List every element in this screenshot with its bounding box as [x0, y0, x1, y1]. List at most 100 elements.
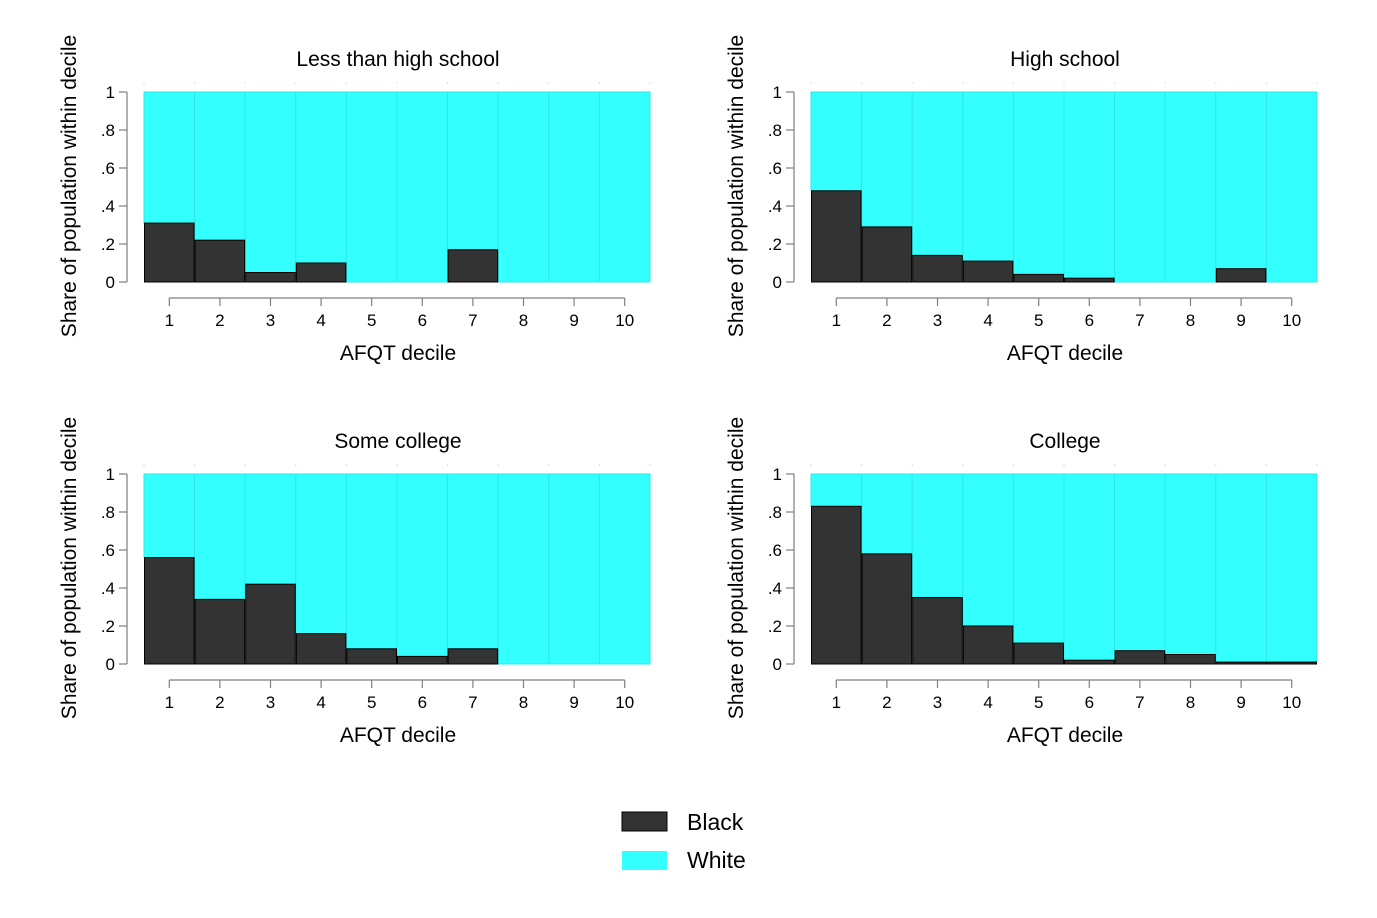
y-axis-label: Share of population within decile: [725, 35, 748, 337]
x-tick-label: 4: [316, 311, 325, 330]
panel-2: 0 .2 .4 .6 .8 1 1 2 3 4 5 6 7 8 9 10 High school AFQT dec…: [725, 35, 1318, 365]
x-tick-label: 6: [418, 693, 427, 712]
bar-white: [911, 473, 964, 598]
bar-black: [295, 633, 347, 665]
x-tick-label: 6: [1085, 693, 1094, 712]
x-tick-label: 7: [1135, 311, 1144, 330]
y-tick-label: 1: [773, 83, 782, 102]
bar-black: [1013, 642, 1065, 665]
legend-swatch-black: [621, 811, 668, 832]
bar-black: [144, 557, 195, 665]
bar-black: [1215, 268, 1267, 283]
bar-white: [1265, 473, 1318, 663]
x-tick-label: 8: [1186, 311, 1195, 330]
y-tick-label: .8: [101, 503, 115, 522]
x-tick-label: 5: [1034, 693, 1043, 712]
panel-title: Less than high school: [296, 48, 499, 71]
x-tick-label: 10: [615, 693, 634, 712]
bar-black: [912, 254, 963, 283]
x-tick-label: 3: [266, 311, 275, 330]
y-tick-label: .4: [768, 197, 782, 216]
y-tick-label: .2: [101, 617, 115, 636]
bar-black: [912, 597, 963, 665]
bar-black: [144, 222, 195, 283]
x-axis-label: AFQT decile: [340, 724, 456, 747]
y-axis-label: Share of population within decile: [58, 35, 81, 337]
bar-white: [1012, 91, 1065, 275]
panel-title: Some college: [334, 430, 461, 453]
bar-white: [962, 473, 1014, 627]
bar-white: [861, 91, 913, 228]
x-tick-label: 8: [519, 693, 528, 712]
legend-swatch-white: [622, 851, 667, 870]
y-tick-label: 0: [106, 273, 115, 292]
bar-white: [143, 91, 196, 224]
bar-white: [962, 91, 1014, 262]
legend-label-white: White: [687, 847, 746, 873]
y-tick-label: 1: [773, 465, 782, 484]
bar-black: [346, 648, 397, 665]
bar-black: [245, 583, 296, 665]
x-tick-label: 7: [468, 693, 477, 712]
x-tick-label: 10: [1282, 693, 1301, 712]
y-tick-label: 0: [106, 655, 115, 674]
y-tick-label: 0: [773, 273, 782, 292]
bar-white: [1164, 473, 1217, 655]
bar-white: [295, 91, 347, 264]
bar-white: [345, 91, 398, 283]
x-tick-label: 8: [519, 311, 528, 330]
x-tick-label: 9: [1236, 693, 1245, 712]
bar-black: [194, 598, 246, 665]
x-tick-label: 9: [569, 693, 578, 712]
bar-white: [1265, 91, 1318, 283]
y-axis-label: Share of population within decile: [58, 417, 81, 719]
panel-title: College: [1029, 430, 1100, 453]
bar-white: [1215, 91, 1267, 270]
x-tick-label: 2: [215, 693, 224, 712]
x-tick-label: 2: [882, 693, 891, 712]
bar-white: [810, 91, 863, 192]
bar-white: [295, 473, 347, 635]
x-tick-label: 7: [1135, 693, 1144, 712]
x-tick-label: 7: [468, 311, 477, 330]
x-axis-label: AFQT decile: [340, 342, 456, 365]
x-tick-label: 3: [933, 311, 942, 330]
bar-black: [811, 190, 862, 283]
bar-white: [1063, 473, 1116, 661]
x-axis-label: AFQT decile: [1007, 724, 1123, 747]
bar-white: [598, 473, 651, 665]
y-tick-label: .2: [768, 617, 782, 636]
y-tick-label: .4: [768, 579, 782, 598]
bar-black: [1013, 273, 1065, 283]
x-tick-label: 5: [367, 311, 376, 330]
bar-white: [861, 473, 913, 555]
panel-title: High school: [1010, 48, 1120, 71]
bar-white: [1012, 473, 1065, 644]
bar-black: [397, 655, 448, 665]
bar-white: [396, 473, 449, 657]
y-tick-label: 0: [773, 655, 782, 674]
x-tick-label: 4: [983, 693, 992, 712]
x-tick-label: 6: [1085, 311, 1094, 330]
bar-black: [1266, 661, 1318, 665]
y-tick-label: 1: [106, 83, 115, 102]
bar-white: [1114, 91, 1166, 283]
bar-white: [447, 91, 499, 251]
y-tick-label: .2: [768, 235, 782, 254]
bar-white: [345, 473, 398, 650]
y-tick-label: .8: [768, 121, 782, 140]
bar-black: [861, 553, 913, 665]
bar-black: [811, 505, 862, 665]
y-tick-label: .2: [101, 235, 115, 254]
bar-white: [810, 473, 863, 507]
x-axis-label: AFQT decile: [1007, 342, 1123, 365]
x-tick-label: 10: [615, 311, 634, 330]
bar-black: [1215, 661, 1267, 665]
bar-black: [962, 625, 1014, 665]
legend-label-black: Black: [687, 809, 744, 835]
panel-1: 0 .2 .4 .6 .8 1 1 2 3 4 5 6 7 8 9 10 Less than high scho…: [58, 35, 651, 365]
x-tick-label: 6: [418, 311, 427, 330]
bar-white: [911, 91, 964, 256]
